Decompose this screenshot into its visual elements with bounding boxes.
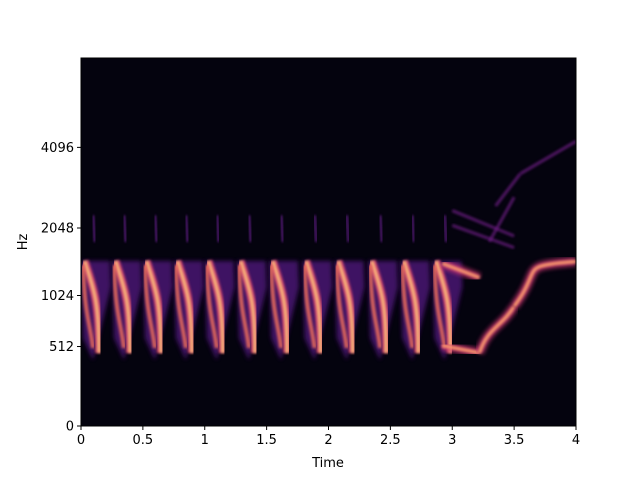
sweep-edge	[111, 264, 126, 349]
late-harmonics	[451, 140, 576, 250]
sweep-core	[113, 260, 132, 353]
sweep-core	[402, 260, 421, 353]
sweep-edge	[368, 264, 383, 349]
x-axis-ticks: 0 0.5 1 1.5 2 2.5 3 3.5 4	[77, 426, 580, 448]
upper-harmonic	[122, 215, 128, 243]
upper-harmonic	[410, 215, 416, 243]
upper-harmonic	[442, 215, 448, 243]
sweep-cycle	[367, 215, 399, 360]
x-tick-label: 3.5	[504, 433, 525, 448]
late-harmonic-streak	[451, 209, 515, 238]
sweep-cycle	[432, 215, 463, 360]
x-tick-label: 0.5	[133, 433, 154, 448]
y-tick-label: 4096	[41, 141, 74, 156]
glide-core	[512, 259, 576, 308]
sweep-core	[206, 260, 225, 353]
sweep-core	[271, 260, 289, 353]
sweep-core	[336, 260, 355, 353]
late-harmonic-streak	[488, 196, 516, 243]
glide-segment	[441, 341, 481, 358]
upper-harmonic	[247, 215, 253, 243]
x-tick-label: 0	[77, 433, 85, 448]
spectrogram-heatmap	[81, 140, 576, 360]
sweep-edge	[173, 264, 188, 349]
y-axis-label: Hz	[16, 234, 31, 251]
glide-core	[477, 305, 516, 354]
x-tick-label: 4	[572, 433, 580, 448]
upper-harmonic	[91, 215, 97, 243]
sweep-core	[304, 260, 323, 353]
x-tick-label: 1.5	[256, 433, 277, 448]
x-tick-label: 2	[324, 433, 332, 448]
y-tick-label: 2048	[41, 222, 74, 237]
upper-harmonic	[279, 215, 285, 243]
glide-core	[442, 343, 480, 355]
x-axis-label: Time	[311, 456, 344, 471]
late-harmonic-streak	[494, 172, 522, 207]
late-harmonic-streak	[519, 140, 576, 175]
glide-segment	[475, 303, 518, 355]
sweep-edge	[81, 264, 95, 349]
sweep-edge	[400, 264, 415, 349]
sweep-cycle	[111, 215, 142, 360]
upper-harmonic	[215, 215, 221, 243]
sweep-cycle	[236, 215, 267, 360]
sweep-edge	[204, 264, 219, 349]
sweep-cycle	[302, 215, 333, 360]
sweep-edge	[269, 264, 284, 349]
sweep-core	[83, 260, 101, 353]
glide-core	[441, 261, 481, 280]
y-tick-label: 0	[66, 420, 74, 435]
sweep-core	[175, 260, 194, 353]
x-tick-label: 2.5	[380, 433, 401, 448]
glide-segment	[440, 259, 482, 282]
x-tick-label: 1	[201, 433, 209, 448]
sweep-cycle	[81, 215, 111, 360]
sweep-cycle	[142, 215, 173, 360]
plot-background	[81, 58, 576, 426]
sweep-edge	[334, 264, 349, 349]
sweep-edge	[236, 264, 251, 349]
y-axis-ticks: 0 512 1024 2048 4096	[41, 141, 81, 435]
sweep-cycle	[334, 215, 365, 360]
sweep-edge	[302, 264, 317, 349]
sweep-core	[144, 260, 163, 353]
y-tick-label: 512	[49, 340, 74, 355]
upper-harmonic	[153, 215, 159, 243]
sweep-cycle	[268, 215, 300, 360]
sweep-cycle	[400, 215, 431, 360]
y-tick-label: 1024	[41, 289, 74, 304]
sweep-cycle	[173, 215, 204, 360]
sweep-cycle	[204, 215, 235, 360]
sweep-edge	[142, 264, 157, 349]
upper-harmonic	[184, 215, 190, 243]
late-harmonic-streak	[451, 223, 515, 250]
upper-harmonic	[378, 215, 384, 243]
sweep-core	[370, 260, 388, 353]
upper-harmonic	[345, 215, 351, 243]
glide-segment	[510, 257, 576, 310]
sweep-edge	[432, 264, 447, 349]
upper-harmonic	[313, 215, 319, 243]
x-tick-label: 3	[448, 433, 456, 448]
sweep-core	[238, 260, 257, 353]
sweep-core	[434, 260, 453, 353]
